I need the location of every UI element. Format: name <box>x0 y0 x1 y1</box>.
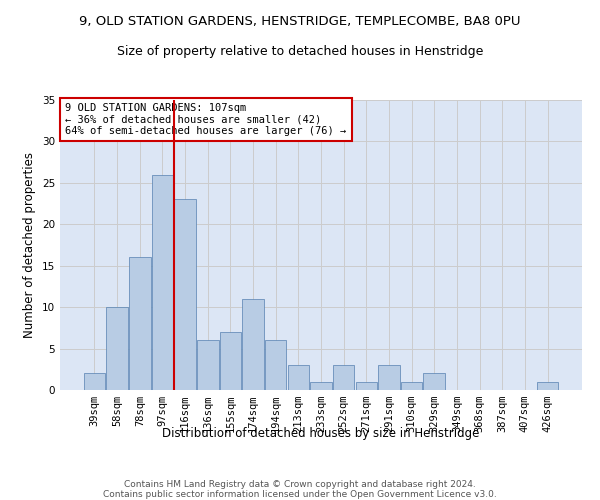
Bar <box>175 200 196 390</box>
Bar <box>84 374 105 390</box>
Text: Distribution of detached houses by size in Henstridge: Distribution of detached houses by size … <box>163 428 479 440</box>
Bar <box>265 340 286 390</box>
Bar <box>310 382 332 390</box>
Bar <box>424 374 445 390</box>
Bar <box>106 307 128 390</box>
Bar <box>537 382 558 390</box>
Bar <box>356 382 377 390</box>
Bar <box>378 365 400 390</box>
Bar <box>333 365 355 390</box>
Text: Size of property relative to detached houses in Henstridge: Size of property relative to detached ho… <box>117 45 483 58</box>
Bar <box>401 382 422 390</box>
Bar <box>129 258 151 390</box>
Bar <box>242 299 264 390</box>
Bar <box>152 174 173 390</box>
Text: 9, OLD STATION GARDENS, HENSTRIDGE, TEMPLECOMBE, BA8 0PU: 9, OLD STATION GARDENS, HENSTRIDGE, TEMP… <box>79 15 521 28</box>
Text: 9 OLD STATION GARDENS: 107sqm
← 36% of detached houses are smaller (42)
64% of s: 9 OLD STATION GARDENS: 107sqm ← 36% of d… <box>65 103 346 136</box>
Text: Contains HM Land Registry data © Crown copyright and database right 2024.
Contai: Contains HM Land Registry data © Crown c… <box>103 480 497 500</box>
Bar <box>220 332 241 390</box>
Bar <box>197 340 218 390</box>
Bar <box>287 365 309 390</box>
Y-axis label: Number of detached properties: Number of detached properties <box>23 152 37 338</box>
